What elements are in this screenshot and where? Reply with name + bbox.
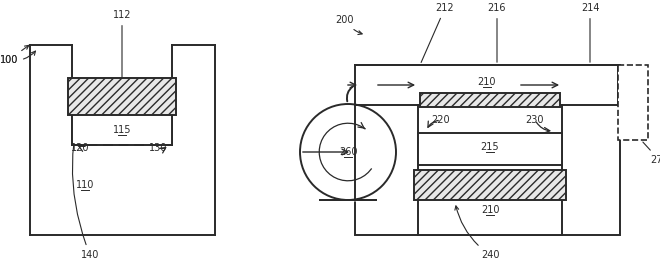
Bar bbox=[30, 45, 215, 235]
Text: 140: 140 bbox=[73, 84, 99, 260]
Bar bbox=[414, 170, 566, 200]
Text: 212: 212 bbox=[421, 3, 454, 62]
Bar bbox=[418, 133, 562, 165]
Text: 120: 120 bbox=[71, 143, 89, 153]
Text: 220: 220 bbox=[432, 115, 450, 125]
Text: 130: 130 bbox=[148, 143, 167, 153]
Text: 112: 112 bbox=[113, 10, 131, 140]
Text: 115: 115 bbox=[113, 125, 131, 135]
Text: 215: 215 bbox=[480, 142, 500, 152]
Text: 230: 230 bbox=[526, 115, 544, 125]
Bar bbox=[72, 112, 172, 145]
Text: 214: 214 bbox=[581, 3, 599, 62]
Text: 210: 210 bbox=[480, 205, 499, 215]
Text: 100: 100 bbox=[0, 45, 29, 65]
Text: 240: 240 bbox=[455, 206, 499, 260]
Text: 210: 210 bbox=[478, 77, 496, 87]
Text: 260: 260 bbox=[339, 147, 357, 157]
Bar bbox=[355, 65, 620, 235]
Text: 100: 100 bbox=[0, 51, 36, 65]
Text: 200: 200 bbox=[336, 15, 362, 34]
Bar bbox=[68, 78, 176, 115]
Text: 110: 110 bbox=[76, 180, 94, 190]
Bar bbox=[618, 65, 648, 140]
Bar bbox=[420, 93, 560, 107]
Text: 270: 270 bbox=[643, 142, 660, 165]
Text: 216: 216 bbox=[488, 3, 506, 62]
Bar bbox=[418, 105, 562, 235]
